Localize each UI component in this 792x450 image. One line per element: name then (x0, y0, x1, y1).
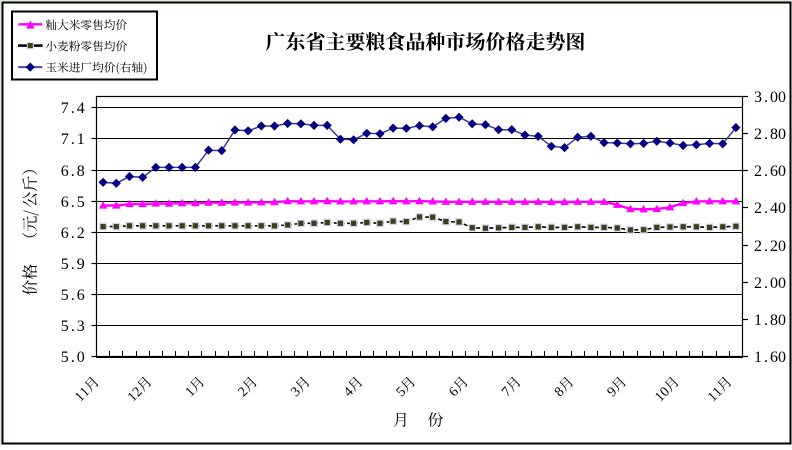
svg-text:.: . (71, 131, 75, 148)
svg-text:8: 8 (770, 126, 778, 143)
svg-text:6: 6 (770, 349, 778, 366)
svg-text:8: 8 (77, 163, 85, 180)
svg-text:.: . (764, 200, 768, 217)
svg-text:5: 5 (61, 256, 69, 273)
svg-text:5: 5 (77, 194, 85, 211)
svg-text:.: . (71, 163, 75, 180)
svg-text:2: 2 (770, 238, 778, 255)
svg-text:3: 3 (77, 318, 85, 335)
svg-text:0: 0 (77, 349, 85, 366)
svg-text:2: 2 (754, 200, 762, 217)
svg-text:.: . (764, 312, 768, 329)
svg-text:.: . (764, 89, 768, 106)
svg-text:0: 0 (778, 238, 786, 255)
svg-text:.: . (764, 126, 768, 143)
svg-text:0: 0 (778, 126, 786, 143)
svg-text:2: 2 (754, 238, 762, 255)
svg-text:.: . (71, 194, 75, 211)
svg-text:7: 7 (61, 131, 69, 148)
svg-text:1: 1 (77, 131, 85, 148)
svg-text:.: . (71, 256, 75, 273)
svg-text:.: . (71, 349, 75, 366)
svg-text:6: 6 (61, 225, 69, 242)
svg-text:5: 5 (61, 349, 69, 366)
svg-text:.: . (764, 275, 768, 292)
svg-text:5: 5 (61, 287, 69, 304)
svg-text:3: 3 (754, 89, 762, 106)
svg-text:6: 6 (77, 287, 85, 304)
svg-text:1: 1 (754, 312, 762, 329)
svg-text:6: 6 (61, 194, 69, 211)
svg-text:.: . (71, 225, 75, 242)
svg-text:4: 4 (77, 100, 85, 117)
svg-text:8: 8 (770, 312, 778, 329)
svg-text:.: . (71, 287, 75, 304)
svg-text:0: 0 (778, 312, 786, 329)
svg-text:2: 2 (77, 225, 85, 242)
svg-text:4: 4 (770, 200, 778, 217)
svg-text:5: 5 (61, 318, 69, 335)
svg-text:7: 7 (61, 100, 69, 117)
svg-text:.: . (764, 349, 768, 366)
svg-text:.: . (71, 100, 75, 117)
svg-text:6: 6 (61, 163, 69, 180)
svg-text:.: . (764, 238, 768, 255)
svg-text:0: 0 (770, 275, 778, 292)
svg-text:9: 9 (77, 256, 85, 273)
svg-text:0: 0 (778, 275, 786, 292)
svg-text:0: 0 (778, 349, 786, 366)
svg-text:0: 0 (778, 163, 786, 180)
svg-text:6: 6 (770, 163, 778, 180)
svg-text:0: 0 (778, 200, 786, 217)
svg-text:0: 0 (770, 89, 778, 106)
svg-text:1: 1 (754, 349, 762, 366)
svg-text:0: 0 (778, 89, 786, 106)
svg-text:2: 2 (754, 163, 762, 180)
svg-text:.: . (71, 318, 75, 335)
svg-text:2: 2 (754, 275, 762, 292)
svg-text:.: . (764, 163, 768, 180)
svg-text:2: 2 (754, 126, 762, 143)
